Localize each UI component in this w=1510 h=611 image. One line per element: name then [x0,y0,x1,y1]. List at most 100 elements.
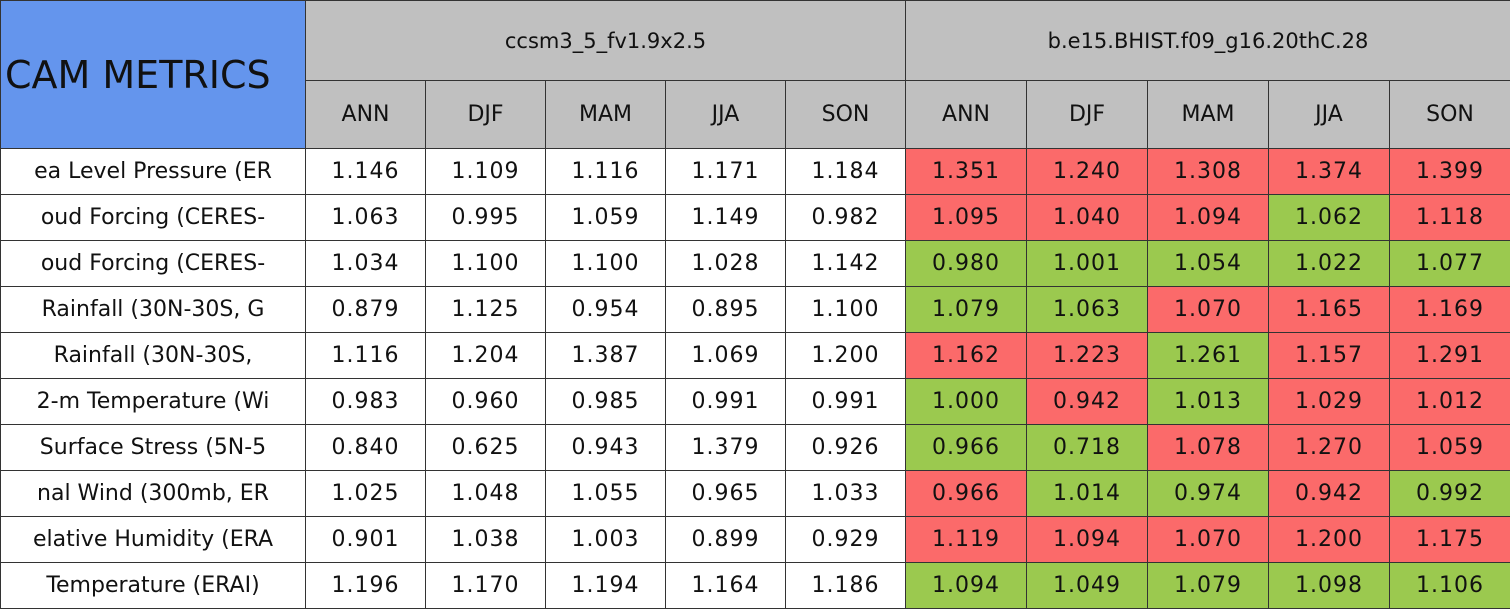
metric-label: oud Forcing (CERES- [0,240,306,287]
metric-value: 1.094 [905,562,1027,609]
metric-value: 1.001 [1026,240,1148,287]
metric-value: 0.965 [665,470,786,517]
metric-value: 1.054 [1147,240,1269,287]
metric-value: 0.926 [785,424,906,471]
metric-value: 0.718 [1026,424,1148,471]
metric-value: 1.034 [305,240,426,287]
metric-value: 1.194 [545,562,666,609]
metric-value: 1.003 [545,516,666,563]
metric-value: 1.040 [1026,194,1148,241]
metric-value: 1.013 [1147,378,1269,425]
metric-value: 1.196 [305,562,426,609]
metric-value: 1.029 [1268,378,1390,425]
metric-value: 1.022 [1268,240,1390,287]
metric-row: Rainfall (30N-30S, 1.116 1.204 1.387 1.069 1.… [0,332,1510,379]
metric-value: 1.038 [425,516,546,563]
metric-value: 1.169 [1388,286,1510,333]
metric-value: 1.374 [1268,148,1390,195]
metric-value: 1.200 [785,332,906,379]
metric-value: 1.399 [1388,148,1510,195]
metric-value: 1.223 [1026,332,1148,379]
metric-value: 0.991 [785,378,906,425]
metric-value: 1.095 [905,194,1027,241]
metric-value: 0.942 [1026,378,1148,425]
metric-value: 1.100 [545,240,666,287]
metric-label: 2-m Temperature (Wi [0,378,306,425]
metric-label: nal Wind (300mb, ER [0,470,306,517]
metric-value: 1.119 [905,516,1027,563]
season-header: ANN [305,80,426,149]
metric-row: oud Forcing (CERES- 1.063 0.995 1.059 1.149 0… [0,194,1510,241]
metric-value: 1.059 [545,194,666,241]
metric-value: 0.954 [545,286,666,333]
metric-value: 1.125 [425,286,546,333]
metric-value: 0.895 [665,286,786,333]
metric-value: 1.146 [305,148,426,195]
season-header: SON [1388,80,1510,149]
metric-value: 0.966 [905,424,1027,471]
metric-value: 1.094 [1147,194,1269,241]
metric-value: 1.184 [785,148,906,195]
metric-value: 0.879 [305,286,426,333]
season-header: DJF [425,80,546,149]
metric-value: 1.055 [545,470,666,517]
metric-value: 0.974 [1147,470,1269,517]
metric-value: 0.960 [425,378,546,425]
metric-value: 1.059 [1388,424,1510,471]
metric-value: 0.942 [1268,470,1390,517]
metric-value: 0.943 [545,424,666,471]
metric-value: 1.240 [1026,148,1148,195]
metric-label: Temperature (ERAI) [0,562,306,609]
metric-value: 1.014 [1026,470,1148,517]
season-header: JJA [1268,80,1390,149]
season-header: JJA [665,80,786,149]
metric-value: 0.966 [905,470,1027,517]
metric-value: 0.901 [305,516,426,563]
metric-value: 1.308 [1147,148,1269,195]
metric-value: 1.063 [305,194,426,241]
metric-value: 1.098 [1268,562,1390,609]
metric-value: 1.100 [785,286,906,333]
metric-value: 0.980 [905,240,1027,287]
metric-value: 1.118 [1388,194,1510,241]
season-header: ANN [905,80,1027,149]
metric-value: 1.028 [665,240,786,287]
metric-value: 1.261 [1147,332,1269,379]
metric-row: 2-m Temperature (Wi 0.983 0.960 0.985 0.991 0… [0,378,1510,425]
metric-row: elative Humidity (ERA 0.901 1.038 1.003 0.89… [0,516,1510,563]
metric-value: 1.079 [1147,562,1269,609]
metric-value: 1.077 [1388,240,1510,287]
metric-value: 1.079 [905,286,1027,333]
metric-label: Rainfall (30N-30S, G [0,286,306,333]
metric-label: Rainfall (30N-30S, [0,332,306,379]
metric-value: 1.186 [785,562,906,609]
metric-value: 0.625 [425,424,546,471]
group-header: b.e15.BHIST.f09_g16.20thC.28 [904,0,1510,81]
metric-value: 1.142 [785,240,906,287]
metric-value: 1.162 [905,332,1027,379]
metric-row: Rainfall (30N-30S, G 0.879 1.125 0.954 0.895… [0,286,1510,333]
metric-value: 1.149 [665,194,786,241]
metric-value: 1.012 [1388,378,1510,425]
metric-label: ea Level Pressure (ER [0,148,306,195]
metric-value: 1.062 [1268,194,1390,241]
metric-value: 0.983 [305,378,426,425]
metric-label: elative Humidity (ERA [0,516,306,563]
metric-value: 1.204 [425,332,546,379]
metric-value: 1.109 [425,148,546,195]
metric-value: 1.387 [545,332,666,379]
metric-value: 1.100 [425,240,546,287]
metric-value: 1.270 [1268,424,1390,471]
metric-value: 1.094 [1026,516,1148,563]
metric-row: Temperature (ERAI) 1.196 1.170 1.194 1.164 1.… [0,562,1510,609]
metric-row: oud Forcing (CERES- 1.034 1.100 1.100 1.028 1… [0,240,1510,287]
metric-row: nal Wind (300mb, ER 1.025 1.048 1.055 0.965 1… [0,470,1510,517]
season-header: SON [785,80,906,149]
metric-value: 1.025 [305,470,426,517]
metric-value: 1.070 [1147,516,1269,563]
metric-row: Surface Stress (5N-5 0.840 0.625 0.943 1.379… [0,424,1510,471]
metric-label: Surface Stress (5N-5 [0,424,306,471]
metric-value: 1.033 [785,470,906,517]
metric-value: 1.069 [665,332,786,379]
metric-value: 1.165 [1268,286,1390,333]
